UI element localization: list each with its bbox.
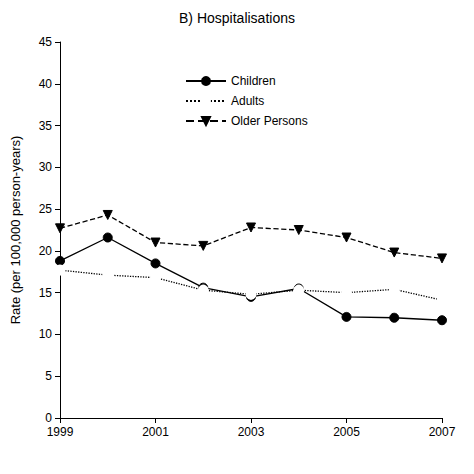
svg-text:0: 0 <box>45 411 52 425</box>
svg-text:Older Persons: Older Persons <box>231 114 308 128</box>
svg-text:45: 45 <box>39 35 53 49</box>
svg-text:15: 15 <box>39 286 53 300</box>
svg-text:1999: 1999 <box>47 425 74 439</box>
svg-text:Adults: Adults <box>231 94 264 108</box>
svg-text:20: 20 <box>39 244 53 258</box>
svg-text:40: 40 <box>39 77 53 91</box>
svg-text:Children: Children <box>231 74 276 88</box>
svg-text:10: 10 <box>39 327 53 341</box>
svg-text:25: 25 <box>39 202 53 216</box>
svg-text:35: 35 <box>39 119 53 133</box>
svg-text:Rate (per 100,000 person-years: Rate (per 100,000 person-years) <box>8 136 23 325</box>
svg-text:30: 30 <box>39 160 53 174</box>
svg-text:2007: 2007 <box>429 425 456 439</box>
svg-text:2005: 2005 <box>333 425 360 439</box>
svg-text:2003: 2003 <box>238 425 265 439</box>
svg-text:B) Hospitalisations: B) Hospitalisations <box>179 10 295 26</box>
svg-text:2001: 2001 <box>142 425 169 439</box>
svg-text:5: 5 <box>45 369 52 383</box>
